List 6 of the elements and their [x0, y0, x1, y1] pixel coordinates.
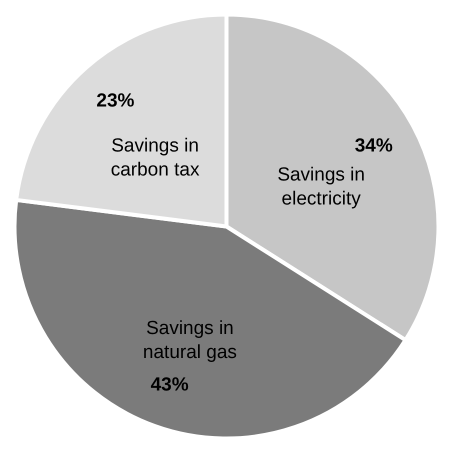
data-label: 43%: [150, 374, 189, 396]
data-label: 34%: [354, 136, 393, 157]
slice-label: Savings in electricity: [277, 164, 365, 210]
slice-label: Savings in natural gas: [142, 318, 237, 364]
slice-label: Savings in carbon tax: [110, 135, 200, 180]
data-label: 23%: [96, 90, 135, 112]
